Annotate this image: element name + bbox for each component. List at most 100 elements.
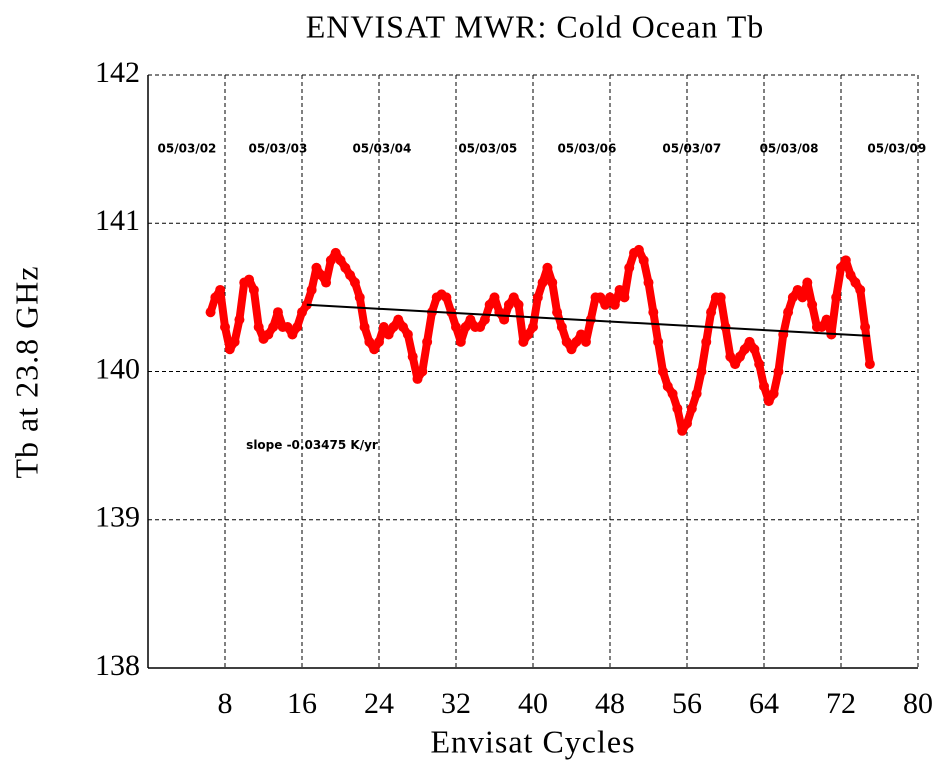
data-point xyxy=(566,344,577,355)
data-point xyxy=(845,270,856,281)
data-point xyxy=(605,292,615,303)
data-point xyxy=(739,344,750,355)
data-point xyxy=(503,299,514,310)
data-point xyxy=(619,292,630,303)
data-point xyxy=(773,366,784,377)
data-point xyxy=(297,307,307,318)
data-point xyxy=(345,270,356,281)
data-point xyxy=(359,322,370,333)
data-point xyxy=(595,292,606,303)
data-point xyxy=(802,277,813,288)
annotation: 05/03/09 xyxy=(867,142,926,156)
data-point xyxy=(537,277,548,288)
y-tick-label: 138 xyxy=(95,649,140,682)
annotation: 05/03/06 xyxy=(557,142,616,156)
data-point xyxy=(513,299,524,310)
data-point xyxy=(321,277,332,288)
data-point xyxy=(229,336,240,347)
x-tick-label: 16 xyxy=(287,687,317,720)
x-tick-label: 64 xyxy=(749,687,779,720)
data-point xyxy=(696,366,707,377)
data-point xyxy=(479,314,490,325)
x-tick-label: 80 xyxy=(903,687,933,720)
data-point xyxy=(335,255,346,266)
data-point xyxy=(374,336,384,347)
data-point xyxy=(600,299,611,310)
data-point xyxy=(451,322,461,333)
data-point xyxy=(475,322,486,333)
data-point xyxy=(287,329,298,340)
data-point xyxy=(393,314,404,325)
data-point xyxy=(657,366,668,377)
data-point xyxy=(730,359,741,370)
data-point xyxy=(349,277,360,288)
data-point xyxy=(407,351,418,362)
data-point xyxy=(205,307,216,318)
data-point xyxy=(306,284,317,295)
data-point xyxy=(816,322,827,333)
data-point xyxy=(662,381,673,392)
data-point xyxy=(272,307,283,318)
y-tick-label: 141 xyxy=(95,204,140,237)
data-point xyxy=(340,262,351,273)
data-point xyxy=(499,314,510,325)
chart-title: ENVISAT MWR: Cold Ocean Tb xyxy=(306,8,765,44)
annotation: slope -0.03475 K/yr xyxy=(246,438,378,452)
x-tick-label: 56 xyxy=(672,687,702,720)
data-point xyxy=(638,255,649,266)
data-point xyxy=(653,336,664,347)
data-point xyxy=(768,388,779,399)
data-point xyxy=(624,262,635,273)
data-point xyxy=(609,299,620,310)
data-point xyxy=(667,388,678,399)
data-point xyxy=(783,307,794,318)
data-point xyxy=(253,322,264,333)
data-point xyxy=(614,284,625,295)
data-point xyxy=(234,314,245,325)
data-point xyxy=(576,329,587,340)
data-point xyxy=(725,351,736,362)
data-point xyxy=(855,284,866,295)
data-point xyxy=(215,284,226,295)
data-point xyxy=(330,247,341,258)
y-axis-label: Tb at 23.8 GHz xyxy=(8,265,44,478)
annotation: 05/03/02 xyxy=(158,142,217,156)
data-point xyxy=(378,322,389,333)
data-point xyxy=(518,336,529,347)
data-point xyxy=(402,329,413,340)
x-tick-label: 8 xyxy=(218,687,233,720)
data-point xyxy=(691,388,702,399)
data-point xyxy=(763,396,774,407)
data-point xyxy=(248,284,259,295)
data-point xyxy=(547,277,558,288)
data-point xyxy=(369,344,380,355)
data-point xyxy=(412,373,423,384)
data-point xyxy=(744,336,755,347)
data-point xyxy=(807,299,818,310)
data-point xyxy=(672,403,683,414)
data-point xyxy=(354,292,365,303)
data-point xyxy=(706,307,717,318)
annotation: 05/03/03 xyxy=(249,142,308,156)
data-point xyxy=(422,336,433,347)
data-point xyxy=(552,307,563,318)
data-point xyxy=(759,381,769,392)
data-point xyxy=(528,322,538,333)
data-point xyxy=(831,292,842,303)
x-tick-label: 48 xyxy=(595,687,625,720)
data-point xyxy=(787,292,798,303)
data-point xyxy=(484,299,495,310)
data-point xyxy=(850,277,861,288)
annotation: 05/03/08 xyxy=(760,142,819,156)
data-point xyxy=(677,425,688,436)
data-point xyxy=(643,277,654,288)
y-tick-label: 140 xyxy=(95,352,140,385)
data-point xyxy=(648,307,659,318)
data-point xyxy=(282,322,293,333)
y-tick-label: 139 xyxy=(95,501,140,534)
data-point xyxy=(292,322,303,333)
data-point xyxy=(398,322,409,333)
y-tick-label: 142 xyxy=(95,56,140,89)
data-point xyxy=(556,322,567,333)
